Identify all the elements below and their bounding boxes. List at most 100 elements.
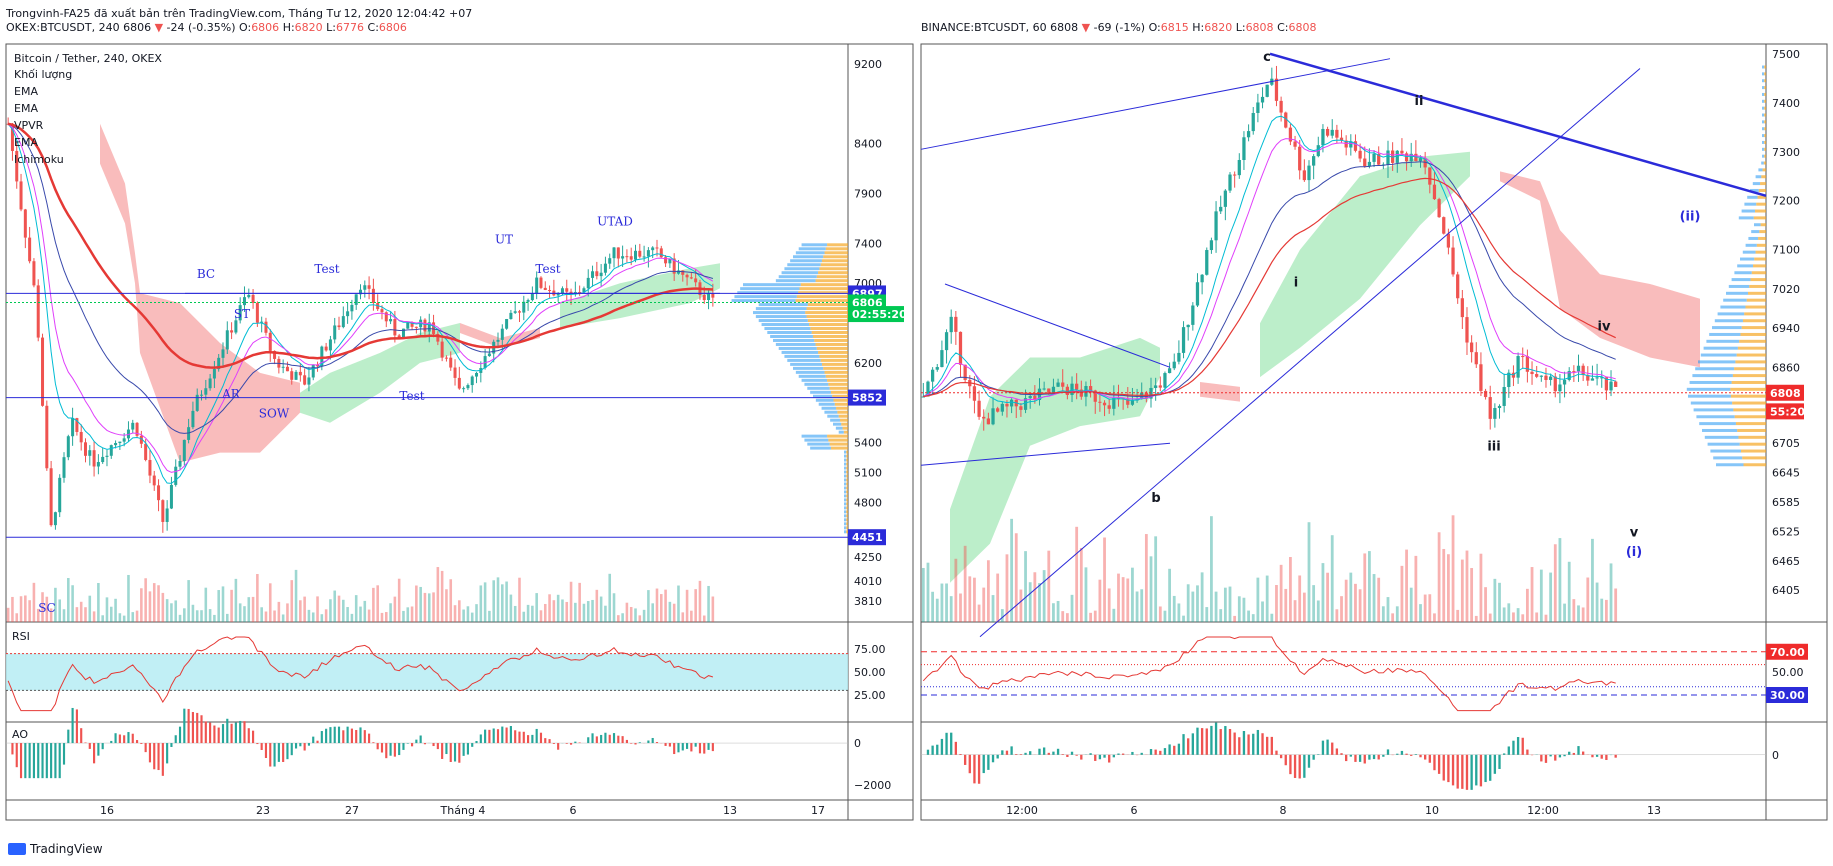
right-volume-bar — [1191, 591, 1195, 622]
right-volume-profile-bar — [1756, 243, 1766, 247]
right-volume-profile-bar — [1764, 92, 1766, 96]
right-candle — [991, 408, 995, 425]
left-volume-bar — [36, 608, 40, 622]
left-volume-bar — [694, 589, 697, 622]
left-legend-item: VPVR — [14, 119, 44, 132]
left-volume-bar — [208, 609, 212, 622]
right-volume-bar — [1423, 594, 1427, 622]
left-volume-profile-bar — [767, 331, 812, 334]
right-candle — [1539, 375, 1543, 377]
left-volume-bar — [599, 596, 603, 622]
right-volume-profile-bar — [1728, 284, 1750, 288]
right-volume-profile-bar — [1731, 278, 1751, 282]
right-candle — [1005, 403, 1009, 407]
right-volume-bar — [991, 595, 995, 622]
right-volume-bar — [1386, 597, 1390, 622]
right-volume-bar — [945, 583, 948, 622]
left-rsi-line — [7, 636, 714, 712]
left-volume-bar — [651, 603, 654, 622]
right-volume-bar — [1530, 567, 1534, 622]
right-volume-bar — [1172, 595, 1176, 622]
right-volume-bar — [1247, 610, 1250, 622]
left-volume-bar — [647, 590, 650, 622]
right-volume-profile-bar — [1688, 394, 1731, 398]
left-volume-profile-bar — [844, 454, 847, 458]
right-volume-bar — [1591, 538, 1594, 622]
left-volume-bar — [604, 605, 607, 622]
left-volume-profile-bar — [824, 370, 848, 374]
left-candle — [470, 376, 474, 386]
right-volume-profile-bar — [1762, 113, 1765, 117]
right-volume-profile-bar — [1742, 456, 1766, 460]
left-wave-annotation: UT — [495, 232, 513, 246]
left-volume-bar — [707, 585, 710, 622]
left-wave-annotation: UTAD — [597, 214, 633, 228]
left-volume-bar — [127, 574, 130, 622]
left-volume-profile-bar — [843, 430, 848, 434]
left-volume-bar — [578, 582, 581, 622]
right-candle — [1228, 174, 1232, 191]
left-volume-profile-bar — [795, 299, 848, 303]
left-volume-profile-bar — [790, 362, 822, 366]
right-y-tick-label: 6525 — [1772, 525, 1800, 538]
left-volume-bar — [470, 612, 474, 622]
right-candle — [954, 316, 958, 332]
left-volume-profile-bar — [846, 518, 848, 522]
right-volume-profile-bar — [1762, 106, 1765, 110]
right-volume-profile-bar — [1754, 257, 1766, 261]
right-volume-profile-bar — [1764, 147, 1766, 151]
left-volume-bar — [140, 588, 143, 622]
right-volume-profile-bar — [1756, 202, 1766, 206]
right-candle — [1102, 402, 1107, 406]
left-volume-profile-bar — [846, 522, 848, 526]
right-volume-bar — [1265, 575, 1269, 622]
right-candle — [1321, 128, 1325, 146]
right-volume-profile-bar — [1735, 422, 1766, 426]
left-candle — [191, 410, 195, 428]
left-volume-profile-bar — [833, 422, 842, 426]
right-volume-profile-bar — [1764, 72, 1766, 76]
right-candle — [1609, 381, 1613, 391]
left-volume-profile-bar — [821, 362, 848, 366]
right-candle — [1497, 405, 1502, 409]
right-volume-profile-bar — [1689, 380, 1732, 384]
left-volume-bar — [49, 608, 53, 622]
left-volume-profile-bar — [753, 311, 806, 315]
left-volume-bar — [479, 585, 483, 622]
left-volume-bar — [131, 612, 135, 622]
left-volume-profile-bar — [844, 518, 847, 522]
left-volume-profile-bar — [770, 334, 813, 338]
right-candle — [963, 364, 967, 380]
right-volume-bar — [940, 583, 944, 622]
left-volume-bar — [221, 586, 225, 622]
right-volume-profile-bar — [1749, 284, 1766, 288]
right-volume-bar — [1056, 600, 1060, 622]
left-candle — [92, 450, 96, 467]
right-candle — [1349, 141, 1353, 148]
left-volume-bar — [475, 604, 478, 622]
right-volume-profile-bar — [1762, 134, 1765, 138]
right-wave-annotation: v — [1630, 525, 1639, 540]
right-volume-bar — [1010, 518, 1014, 622]
right-candle — [986, 418, 991, 425]
right-volume-bar — [1609, 563, 1613, 622]
right-candle — [940, 350, 944, 368]
right-volume-bar — [1093, 610, 1097, 622]
left-volume-bar — [277, 601, 281, 622]
right-candle — [1047, 388, 1051, 393]
right-y-tick-label: 7200 — [1772, 195, 1800, 208]
left-volume-bar — [157, 585, 160, 622]
right-volume-bar — [931, 591, 935, 622]
left-volume-profile-bar — [761, 323, 810, 327]
right-volume-bar — [1507, 603, 1511, 622]
right-volume-profile-bar — [1754, 223, 1761, 227]
left-volume-profile-bar — [818, 402, 835, 406]
left-candle — [264, 321, 268, 333]
right-candle — [1576, 365, 1581, 372]
right-volume-profile-bar — [1745, 243, 1757, 247]
left-candle — [526, 300, 530, 302]
left-candle — [578, 292, 582, 294]
left-volume-profile-bar — [830, 390, 848, 394]
left-candle — [457, 377, 461, 389]
